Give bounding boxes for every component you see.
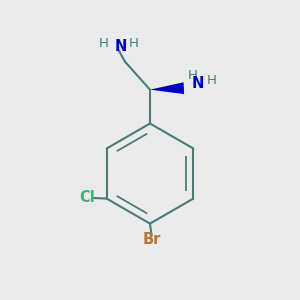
Text: H: H [207,74,217,87]
Text: N: N [114,39,127,54]
Text: H: H [98,37,108,50]
Polygon shape [150,82,184,94]
Text: Br: Br [142,232,161,247]
Text: N: N [192,76,204,91]
Text: H: H [129,37,139,50]
Text: H: H [188,69,198,82]
Text: Cl: Cl [80,190,95,206]
